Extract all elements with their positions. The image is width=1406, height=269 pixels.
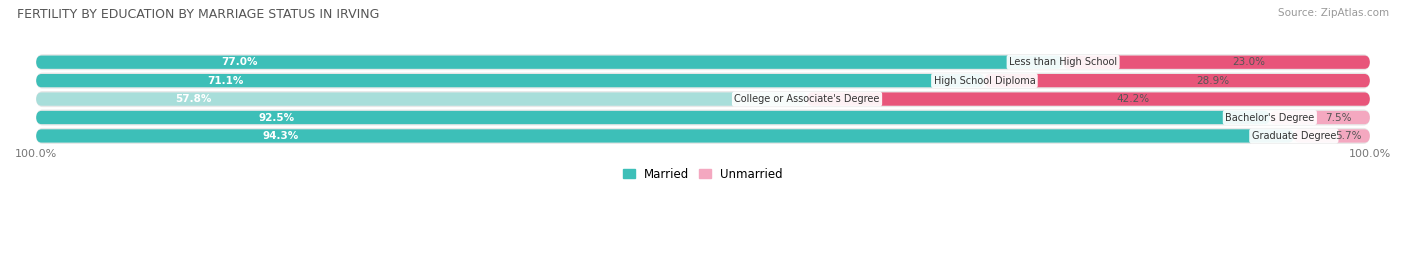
Text: 28.9%: 28.9% (1197, 76, 1229, 86)
FancyBboxPatch shape (37, 54, 1369, 70)
Text: 94.3%: 94.3% (263, 131, 298, 141)
Text: 57.8%: 57.8% (174, 94, 211, 104)
FancyBboxPatch shape (984, 74, 1369, 87)
FancyBboxPatch shape (807, 93, 1369, 106)
Text: Less than High School: Less than High School (1010, 57, 1118, 67)
Text: 7.5%: 7.5% (1324, 112, 1351, 122)
Text: 71.1%: 71.1% (207, 76, 243, 86)
FancyBboxPatch shape (37, 111, 1270, 124)
Text: College or Associate's Degree: College or Associate's Degree (734, 94, 880, 104)
Legend: Married, Unmarried: Married, Unmarried (619, 163, 787, 186)
FancyBboxPatch shape (37, 91, 1369, 107)
FancyBboxPatch shape (37, 55, 1063, 69)
Text: 23.0%: 23.0% (1232, 57, 1265, 67)
FancyBboxPatch shape (37, 128, 1369, 144)
FancyBboxPatch shape (37, 129, 1294, 143)
FancyBboxPatch shape (1063, 55, 1369, 69)
Text: 92.5%: 92.5% (259, 112, 294, 122)
Text: High School Diploma: High School Diploma (934, 76, 1035, 86)
Text: Bachelor's Degree: Bachelor's Degree (1225, 112, 1315, 122)
FancyBboxPatch shape (1270, 111, 1369, 124)
Text: 77.0%: 77.0% (221, 57, 257, 67)
Text: FERTILITY BY EDUCATION BY MARRIAGE STATUS IN IRVING: FERTILITY BY EDUCATION BY MARRIAGE STATU… (17, 8, 380, 21)
FancyBboxPatch shape (37, 74, 984, 87)
FancyBboxPatch shape (1294, 129, 1369, 143)
FancyBboxPatch shape (37, 109, 1369, 126)
Text: Source: ZipAtlas.com: Source: ZipAtlas.com (1278, 8, 1389, 18)
Text: 42.2%: 42.2% (1116, 94, 1150, 104)
FancyBboxPatch shape (37, 93, 807, 106)
Text: 5.7%: 5.7% (1336, 131, 1362, 141)
FancyBboxPatch shape (37, 73, 1369, 89)
Text: Graduate Degree: Graduate Degree (1251, 131, 1336, 141)
